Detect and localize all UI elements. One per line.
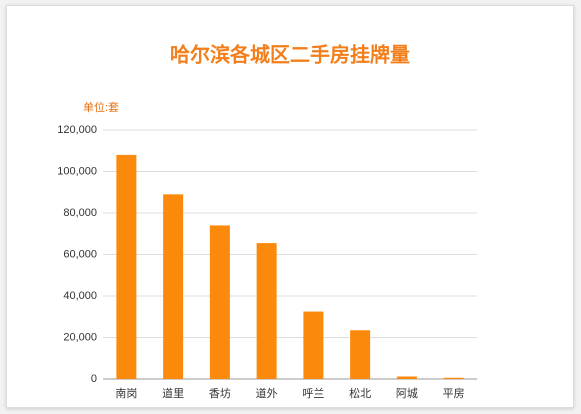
bar bbox=[256, 243, 277, 379]
bar bbox=[116, 154, 137, 379]
y-tick-label: 20,000 bbox=[63, 331, 97, 343]
x-tick-label: 道里 bbox=[162, 386, 184, 400]
bar bbox=[396, 376, 417, 379]
bar bbox=[209, 225, 230, 379]
x-tick-label: 南岗 bbox=[115, 387, 137, 400]
y-tick-label: 80,000 bbox=[63, 207, 97, 219]
x-tick-label: 阿城 bbox=[396, 387, 418, 400]
y-tick-label: 0 bbox=[91, 373, 97, 385]
bar bbox=[163, 194, 184, 379]
y-tick-label: 40,000 bbox=[63, 290, 97, 302]
x-tick-label: 香坊 bbox=[209, 386, 231, 400]
bar bbox=[350, 330, 371, 379]
x-tick-label: 道外 bbox=[256, 386, 278, 400]
chart-card bbox=[6, 5, 574, 408]
y-axis-label: 单位:套 bbox=[83, 100, 119, 114]
x-tick-label: 平房 bbox=[443, 387, 465, 400]
x-tick-label: 呼兰 bbox=[302, 387, 324, 400]
bar bbox=[303, 311, 324, 379]
x-tick-label: 松北 bbox=[349, 386, 371, 400]
bar bbox=[443, 377, 464, 379]
y-tick-label: 60,000 bbox=[63, 248, 97, 260]
chart-title: 哈尔滨各城区二手房挂牌量 bbox=[170, 42, 410, 66]
y-tick-label: 100,000 bbox=[57, 165, 97, 177]
y-tick-label: 120,000 bbox=[57, 124, 97, 136]
